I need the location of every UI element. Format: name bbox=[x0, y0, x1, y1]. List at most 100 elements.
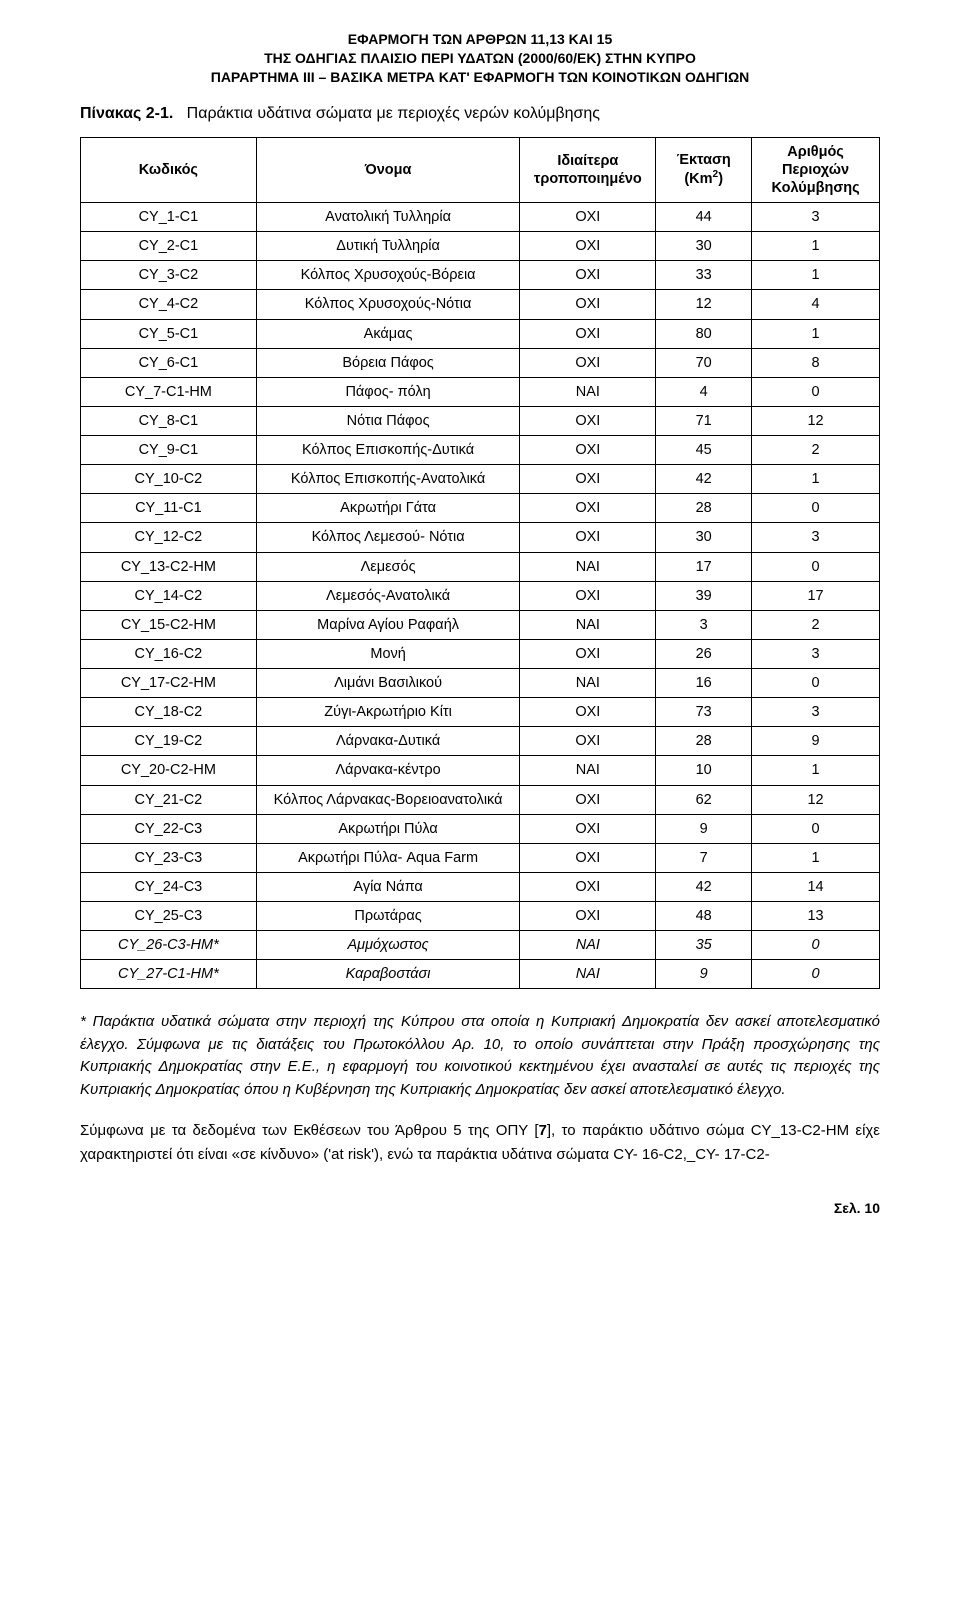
table-row: CY_15-C2-HMΜαρίνα Αγίου ΡαφαήλΝΑΙ32 bbox=[81, 610, 880, 639]
cell-modified: ΟΧΙ bbox=[520, 436, 656, 465]
cell-count: 2 bbox=[752, 610, 880, 639]
cell-name: Βόρεια Πάφος bbox=[256, 348, 520, 377]
table-row: CY_22-C3Ακρωτήρι ΠύλαΟΧΙ90 bbox=[81, 814, 880, 843]
header-line-3: ΠΑΡΑΡΤΗΜΑ III – ΒΑΣΙΚΑ ΜΕΤΡΑ ΚΑΤ' ΕΦΑΡΜΟ… bbox=[80, 68, 880, 87]
cell-name: Ζύγι-Ακρωτήριο Κίτι bbox=[256, 698, 520, 727]
table-row: CY_14-C2Λεμεσός-ΑνατολικάΟΧΙ3917 bbox=[81, 581, 880, 610]
cell-modified: ΟΧΙ bbox=[520, 406, 656, 435]
cell-name: Κόλπος Χρυσοχούς-Βόρεια bbox=[256, 261, 520, 290]
cell-code: CY_22-C3 bbox=[81, 814, 257, 843]
cell-modified: ΝΑΙ bbox=[520, 552, 656, 581]
table-row: CY_4-C2Κόλπος Χρυσοχούς-ΝότιαΟΧΙ124 bbox=[81, 290, 880, 319]
table-row: CY_6-C1Βόρεια ΠάφοςΟΧΙ708 bbox=[81, 348, 880, 377]
cell-area: 9 bbox=[656, 960, 752, 989]
cell-area: 33 bbox=[656, 261, 752, 290]
cell-count: 13 bbox=[752, 902, 880, 931]
cell-modified: ΟΧΙ bbox=[520, 290, 656, 319]
col-header-code: Κωδικός bbox=[81, 137, 257, 202]
table-row: CY_21-C2Κόλπος Λάρνακας-ΒορειοανατολικάΟ… bbox=[81, 785, 880, 814]
table-row: CY_2-C1Δυτική ΤυλληρίαΟΧΙ301 bbox=[81, 232, 880, 261]
table-row: CY_17-C2-HMΛιμάνι ΒασιλικούΝΑΙ160 bbox=[81, 669, 880, 698]
cell-count: 17 bbox=[752, 581, 880, 610]
table-row: CY_23-C3Ακρωτήρι Πύλα- Aqua FarmΟΧΙ71 bbox=[81, 843, 880, 872]
cell-code: CY_19-C2 bbox=[81, 727, 257, 756]
cell-area: 35 bbox=[656, 931, 752, 960]
table-row: CY_18-C2Ζύγι-Ακρωτήριο ΚίτιΟΧΙ733 bbox=[81, 698, 880, 727]
cell-area: 3 bbox=[656, 610, 752, 639]
cell-area: 45 bbox=[656, 436, 752, 465]
table-caption-label: Πίνακας 2-1. bbox=[80, 105, 173, 122]
table-row: CY_8-C1Νότια ΠάφοςΟΧΙ7112 bbox=[81, 406, 880, 435]
cell-count: 0 bbox=[752, 377, 880, 406]
cell-code: CY_6-C1 bbox=[81, 348, 257, 377]
cell-area: 9 bbox=[656, 814, 752, 843]
cell-count: 0 bbox=[752, 494, 880, 523]
cell-name: Καραβοστάσι bbox=[256, 960, 520, 989]
cell-name: Κόλπος Επισκοπής-Ανατολικά bbox=[256, 465, 520, 494]
cell-modified: ΟΧΙ bbox=[520, 465, 656, 494]
cell-code: CY_20-C2-HM bbox=[81, 756, 257, 785]
cell-count: 1 bbox=[752, 843, 880, 872]
cell-modified: ΟΧΙ bbox=[520, 348, 656, 377]
cell-code: CY_4-C2 bbox=[81, 290, 257, 319]
cell-area: 44 bbox=[656, 203, 752, 232]
header-line-1: ΕΦΑΡΜΟΓΗ ΤΩΝ ΑΡΘΡΩΝ 11,13 ΚΑΙ 15 bbox=[80, 30, 880, 49]
cell-code: CY_25-C3 bbox=[81, 902, 257, 931]
footnote-text: * Παράκτια υδατικά σώματα στην περιοχή τ… bbox=[80, 1011, 880, 1101]
cell-area: 30 bbox=[656, 523, 752, 552]
cell-modified: ΟΧΙ bbox=[520, 319, 656, 348]
cell-count: 14 bbox=[752, 872, 880, 901]
cell-modified: ΝΑΙ bbox=[520, 756, 656, 785]
table-row: CY_11-C1Ακρωτήρι ΓάταΟΧΙ280 bbox=[81, 494, 880, 523]
cell-code: CY_7-C1-HM bbox=[81, 377, 257, 406]
body-ref: 7 bbox=[539, 1122, 547, 1139]
col-header-count: Αριθμός Περιοχών Κολύμβησης bbox=[752, 137, 880, 202]
cell-area: 17 bbox=[656, 552, 752, 581]
cell-code: CY_24-C3 bbox=[81, 872, 257, 901]
cell-code: CY_17-C2-HM bbox=[81, 669, 257, 698]
cell-count: 1 bbox=[752, 232, 880, 261]
cell-modified: ΟΧΙ bbox=[520, 872, 656, 901]
cell-count: 0 bbox=[752, 960, 880, 989]
cell-code: CY_26-C3-HM* bbox=[81, 931, 257, 960]
document-page: ΕΦΑΡΜΟΓΗ ΤΩΝ ΑΡΘΡΩΝ 11,13 ΚΑΙ 15 ΤΗΣ ΟΔΗ… bbox=[0, 0, 960, 1256]
cell-count: 3 bbox=[752, 523, 880, 552]
cell-code: CY_1-C1 bbox=[81, 203, 257, 232]
cell-area: 10 bbox=[656, 756, 752, 785]
cell-area: 42 bbox=[656, 465, 752, 494]
cell-area: 26 bbox=[656, 639, 752, 668]
header-line-2: ΤΗΣ ΟΔΗΓΙΑΣ ΠΛΑΙΣΙΟ ΠΕΡΙ ΥΔΑΤΩΝ (2000/60… bbox=[80, 49, 880, 68]
table-row: CY_27-C1-HM*ΚαραβοστάσιΝΑΙ90 bbox=[81, 960, 880, 989]
cell-code: CY_15-C2-HM bbox=[81, 610, 257, 639]
cell-name: Μονή bbox=[256, 639, 520, 668]
cell-modified: ΟΧΙ bbox=[520, 494, 656, 523]
col-header-name: Όνομα bbox=[256, 137, 520, 202]
cell-code: CY_14-C2 bbox=[81, 581, 257, 610]
cell-count: 3 bbox=[752, 203, 880, 232]
cell-modified: ΟΧΙ bbox=[520, 523, 656, 552]
col-header-area: Έκταση (Km2) bbox=[656, 137, 752, 202]
cell-area: 39 bbox=[656, 581, 752, 610]
table-body: CY_1-C1Ανατολική ΤυλληρίαΟΧΙ443CY_2-C1Δυ… bbox=[81, 203, 880, 989]
cell-area: 30 bbox=[656, 232, 752, 261]
cell-name: Κόλπος Επισκοπής-Δυτικά bbox=[256, 436, 520, 465]
cell-code: CY_5-C1 bbox=[81, 319, 257, 348]
cell-area: 70 bbox=[656, 348, 752, 377]
cell-code: CY_10-C2 bbox=[81, 465, 257, 494]
table-row: CY_20-C2-HMΛάρνακα-κέντροΝΑΙ101 bbox=[81, 756, 880, 785]
table-caption: Πίνακας 2-1. Παράκτια υδάτινα σώματα με … bbox=[80, 105, 880, 123]
cell-code: CY_13-C2-HM bbox=[81, 552, 257, 581]
cell-modified: ΟΧΙ bbox=[520, 727, 656, 756]
cell-name: Ανατολική Τυλληρία bbox=[256, 203, 520, 232]
table-caption-text: Παράκτια υδάτινα σώματα με περιοχές νερώ… bbox=[187, 105, 600, 122]
cell-code: CY_11-C1 bbox=[81, 494, 257, 523]
cell-modified: ΟΧΙ bbox=[520, 843, 656, 872]
cell-count: 1 bbox=[752, 465, 880, 494]
cell-area: 42 bbox=[656, 872, 752, 901]
cell-modified: ΟΧΙ bbox=[520, 902, 656, 931]
cell-name: Λιμάνι Βασιλικού bbox=[256, 669, 520, 698]
cell-count: 12 bbox=[752, 406, 880, 435]
cell-name: Κόλπος Χρυσοχούς-Νότια bbox=[256, 290, 520, 319]
table-row: CY_12-C2Κόλπος Λεμεσού- ΝότιαΟΧΙ303 bbox=[81, 523, 880, 552]
cell-count: 0 bbox=[752, 814, 880, 843]
